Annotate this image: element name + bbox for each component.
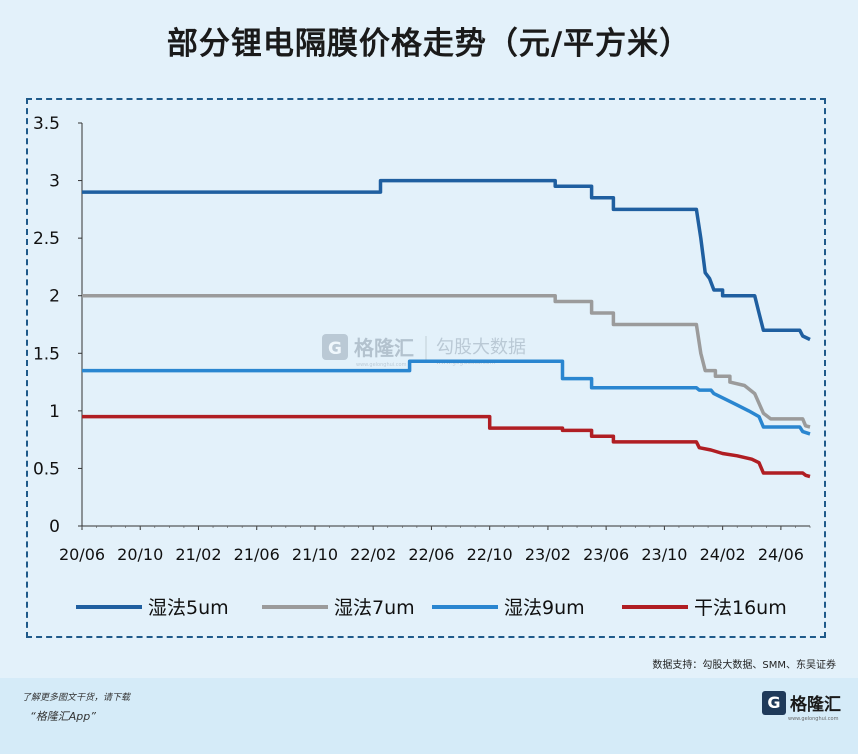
legend-label-湿法9um: 湿法9um xyxy=(504,597,585,619)
series-line-湿法5um xyxy=(82,178,811,342)
legend: 湿法5um 湿法7um 湿法9um 干法16um xyxy=(76,597,787,619)
chart-title: 部分锂电隔膜价格走势（元/平方米） xyxy=(166,26,692,62)
watermark-logo-mark: G xyxy=(328,339,342,359)
x-tick-label: 23/06 xyxy=(583,545,629,564)
line-chart: G 格隆汇 www.gelonghui.com 勾股大数据 www.goguda… xyxy=(33,114,811,619)
brand-logo-icon: G xyxy=(762,690,786,715)
footer-brand: G 格隆汇 xyxy=(762,690,841,715)
watermark-partner: 勾股大数据 xyxy=(436,337,526,358)
y-tick-label: 0.5 xyxy=(33,459,60,479)
series-line-湿法9um xyxy=(82,359,811,436)
x-tick-label: 24/02 xyxy=(700,545,746,564)
brand-url: www.gelonghui.com xyxy=(788,716,839,722)
brand-name: 格隆汇 xyxy=(790,695,841,715)
y-tick-label: 2.5 xyxy=(33,229,60,249)
y-tick-label: 3.5 xyxy=(33,114,60,134)
x-tick-label: 23/10 xyxy=(641,545,687,564)
x-tick-label: 22/02 xyxy=(350,545,396,564)
series-line-湿法7um xyxy=(82,293,811,429)
x-tick-label: 21/06 xyxy=(234,545,280,564)
y-tick-label: 1.5 xyxy=(33,344,60,364)
y-tick-label: 3 xyxy=(49,172,60,192)
footer-bar xyxy=(0,678,858,754)
series-line-干法16um xyxy=(82,414,811,479)
x-tick-label: 22/06 xyxy=(408,545,454,564)
x-tick-label: 23/02 xyxy=(525,545,571,564)
legend-label-湿法5um: 湿法5um xyxy=(148,597,229,619)
watermark-logo-icon xyxy=(322,334,348,360)
x-tick-label: 20/06 xyxy=(59,545,105,564)
y-tick-label: 2 xyxy=(49,287,60,307)
promo-line-2: “格隆汇App” xyxy=(30,710,96,723)
x-tick-label: 24/06 xyxy=(758,545,804,564)
axes: 0 0.5 1 1.5 2 2.5 3 3.5 20/06 20/10 21/02 21/06 21/1… xyxy=(33,114,811,564)
watermark-brand-url: www.gelonghui.com xyxy=(356,362,407,368)
y-tick-label: 0 xyxy=(49,517,60,537)
legend-label-湿法7um: 湿法7um xyxy=(334,597,415,619)
promo-line-1: 了解更多图文干货，请下载 xyxy=(22,693,131,703)
x-tick-label: 21/02 xyxy=(175,545,221,564)
series-lines xyxy=(82,178,811,479)
x-tick-label: 22/10 xyxy=(467,545,513,564)
data-source: 数据支持：勾股大数据、SMM、东吴证券 xyxy=(652,660,836,671)
legend-label-干法16um: 干法16um xyxy=(694,597,787,619)
y-tick-label: 1 xyxy=(49,402,60,422)
x-tick-label: 21/10 xyxy=(292,545,338,564)
x-tick-label: 20/10 xyxy=(117,545,163,564)
watermark-brand: 格隆汇 xyxy=(354,336,414,360)
chart-frame xyxy=(26,98,826,638)
